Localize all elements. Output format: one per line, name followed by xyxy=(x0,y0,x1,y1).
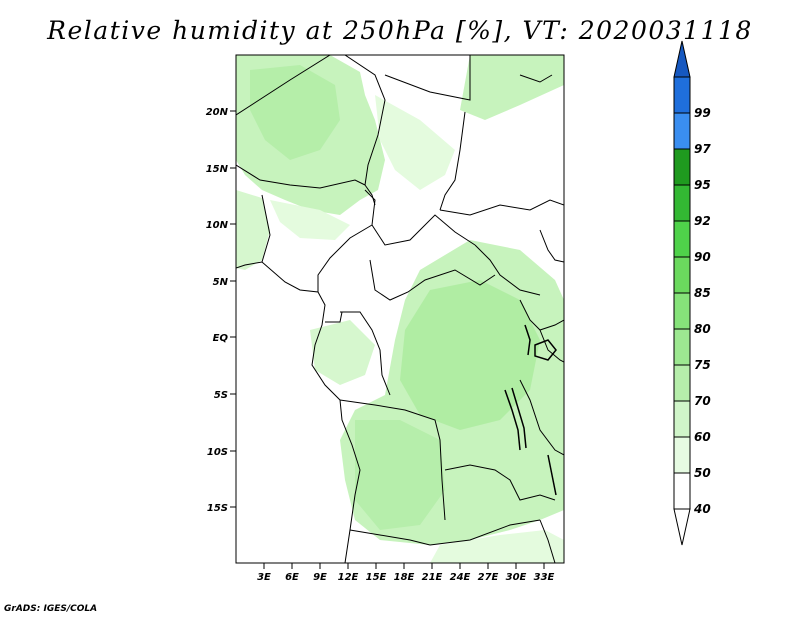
lat-label-15s: 15S xyxy=(207,503,228,514)
lat-label-10s: 10S xyxy=(207,447,228,458)
colorbar-box xyxy=(673,436,691,474)
colorbar-label: 80 xyxy=(694,322,711,336)
lake-albert xyxy=(524,324,531,356)
colorbar-box xyxy=(673,76,691,114)
border-libya-chad xyxy=(384,55,471,101)
map-frame xyxy=(235,54,565,564)
lon-label-18e: 18E xyxy=(394,572,415,583)
lon-label-27e: 27E xyxy=(478,572,499,583)
lake-tanganyika xyxy=(504,389,521,451)
lakes xyxy=(504,324,557,496)
lon-label-24e: 24E xyxy=(450,572,471,583)
lon-label-33e: 33E xyxy=(534,572,555,583)
humidity-patch-angola xyxy=(355,420,445,530)
lat-label-5n: 5N xyxy=(213,277,229,288)
lat-label-5s: 5S xyxy=(214,390,228,401)
colorbar-label: 70 xyxy=(694,394,711,408)
lon-label-9e: 9E xyxy=(313,572,327,583)
map-panel xyxy=(235,54,565,564)
humidity-patch-west xyxy=(236,190,270,270)
colorbar-box xyxy=(673,184,691,222)
border-mozambique xyxy=(539,519,556,563)
colorbar-box xyxy=(673,472,691,510)
lon-label-15e: 15E xyxy=(366,572,387,583)
colorbar-label: 50 xyxy=(694,466,711,480)
colorbar-box xyxy=(673,256,691,294)
colorbar-box xyxy=(673,400,691,438)
border-niger-chad xyxy=(364,184,376,206)
border-gabon xyxy=(325,311,343,323)
colorbar-cap-bottom xyxy=(673,508,691,546)
colorbar-label: 90 xyxy=(694,250,711,264)
coastline-west xyxy=(236,261,361,563)
border-angola-namibia xyxy=(349,529,431,546)
lat-label-eq: EQ xyxy=(213,333,229,344)
border-congo-drc xyxy=(340,311,391,396)
lon-label-3e: 3E xyxy=(257,572,271,583)
colorbar-label: 95 xyxy=(694,178,711,192)
colorbar-label: 99 xyxy=(694,106,711,120)
humidity-patch-sahara-east xyxy=(375,95,455,190)
colorbar-box xyxy=(673,328,691,366)
border-cameroon-car xyxy=(369,259,496,301)
lake-malawi xyxy=(547,454,557,496)
colorbar-cap-top xyxy=(673,40,691,78)
colorbar-label: 97 xyxy=(694,142,711,156)
humidity-patch-gabon xyxy=(310,320,375,385)
lake-tanganyika-east xyxy=(511,387,527,449)
border-chad-sudan xyxy=(439,111,466,211)
colorbar-label: 40 xyxy=(693,502,711,516)
border-chad-car xyxy=(371,214,476,246)
longitude-axis: 3E 6E 9E 12E 15E 18E 21E 24E 27E 30E 33E xyxy=(257,563,555,583)
border-drc-angola xyxy=(339,399,446,521)
colorbar-box xyxy=(673,112,691,150)
colorbar-box xyxy=(673,364,691,402)
humidity-patch-central-core xyxy=(400,280,540,430)
lon-label-21e: 21E xyxy=(422,572,443,583)
border-zambia-south xyxy=(429,519,541,546)
border-car-sudan xyxy=(474,244,541,296)
colorbar-label: 75 xyxy=(694,358,711,372)
latitude-axis: 20N 15N 10N 5N EQ 5S 10S 15S xyxy=(206,107,236,514)
humidity-patch-nigeria xyxy=(270,200,350,240)
lat-label-15n: 15N xyxy=(206,164,229,175)
colorbar-labels: 40 50 60 70 75 80 85 90 92 95 97 99 xyxy=(693,106,711,516)
credit-text: GrADS: IGES/COLA xyxy=(4,604,98,614)
lat-label-10n: 10N xyxy=(206,220,229,231)
lon-label-30e: 30E xyxy=(506,572,527,583)
lake-victoria xyxy=(534,339,557,361)
border-algeria-niger xyxy=(236,55,331,116)
humidity-patch-south xyxy=(430,530,564,563)
colorbar-label: 85 xyxy=(694,286,711,300)
border-east-sudan xyxy=(519,74,553,83)
colorbar-box xyxy=(673,148,691,186)
colorbar xyxy=(673,40,691,546)
map-title: Relative humidity at 250hPa [%], VT: 202… xyxy=(47,16,753,45)
colorbar-box xyxy=(673,220,691,258)
colorbar-label: 60 xyxy=(694,430,711,444)
border-tanzania xyxy=(519,379,564,456)
border-kenya xyxy=(539,329,564,363)
humidity-field xyxy=(236,55,564,563)
humidity-patch-northeast xyxy=(460,55,564,120)
border-east xyxy=(539,229,564,263)
border-nigeria xyxy=(261,194,271,263)
lat-label-20n: 20N xyxy=(206,107,229,118)
humidity-patch-sahara-core xyxy=(250,65,340,160)
border-nigeria-cameroon xyxy=(317,189,376,292)
border-drc-zambia xyxy=(444,464,556,501)
border-sudan-south xyxy=(439,199,564,216)
border-mali-niger xyxy=(236,164,366,189)
lon-label-12e: 12E xyxy=(338,572,359,583)
colorbar-box xyxy=(673,292,691,330)
colorbar-label: 92 xyxy=(694,214,711,228)
lon-label-6e: 6E xyxy=(285,572,299,583)
borders xyxy=(236,55,564,563)
border-niger-libya xyxy=(344,55,386,186)
